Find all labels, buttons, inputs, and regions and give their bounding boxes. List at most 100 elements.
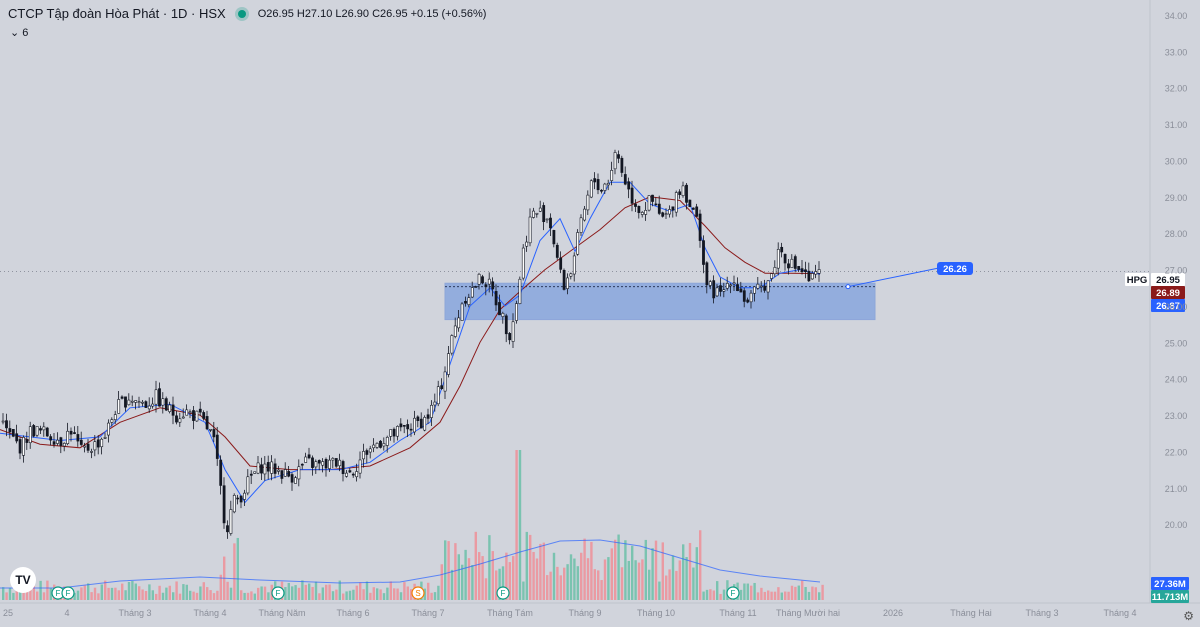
event-circle (61, 586, 75, 600)
volume-bar (365, 581, 369, 600)
volume-bar (284, 587, 287, 600)
candle-body (382, 443, 386, 447)
volume-bar (525, 531, 528, 600)
candle-body (477, 273, 481, 285)
volume-bar (491, 551, 494, 600)
candle-body (229, 509, 233, 534)
chart-legend: CTCP Tập đoàn Hòa Phát · 1D · HSX O26.95… (8, 6, 486, 21)
candle-body (800, 268, 804, 273)
candle-body (396, 426, 399, 437)
symbol-badge-text: HPG (1127, 275, 1148, 286)
event-marker: F (61, 586, 75, 600)
volume-bar (648, 569, 651, 600)
candle-body (52, 441, 56, 445)
volume-bar (362, 589, 365, 600)
volume-bar (172, 592, 175, 600)
volume-bar (141, 589, 144, 600)
candle-body (154, 389, 158, 405)
candle-body (627, 181, 631, 190)
x-tick-label: Tháng 11 (719, 608, 756, 618)
volume-bar (331, 591, 335, 600)
volume-bar (484, 578, 488, 600)
volume-bar (25, 587, 29, 600)
volume-bar (36, 591, 39, 600)
candle-body (368, 448, 372, 453)
candle-body (810, 273, 814, 280)
volume-bar (597, 570, 600, 600)
volume-bar (216, 590, 219, 600)
volume-bar (348, 590, 352, 600)
volume-bar (379, 589, 382, 600)
volume-bar (39, 580, 42, 600)
candle-body (708, 281, 712, 286)
ma-fast-badge-text: 26.87 (1156, 301, 1180, 312)
target-badge-bg (937, 262, 973, 275)
candle-body (668, 209, 671, 215)
x-tick-label: 25 (3, 608, 13, 618)
candle-body (130, 400, 134, 403)
candle-body (311, 457, 314, 468)
candle-body (127, 399, 131, 406)
candle-body (759, 285, 763, 288)
gear-icon[interactable]: ⚙ (1183, 609, 1194, 623)
volume-bar (580, 552, 583, 600)
volume-bar (100, 584, 103, 600)
volume-bar (535, 558, 539, 600)
candle-body (419, 418, 423, 429)
indicators-toggle[interactable]: ⌄ 6 (10, 26, 28, 39)
candle-body (559, 257, 563, 270)
volume-bar (97, 593, 100, 600)
volume-bar (505, 552, 508, 600)
volume-bar (665, 575, 668, 600)
volume-bar (546, 575, 549, 600)
candle-body (681, 185, 685, 196)
volume-bar (87, 583, 90, 600)
candle-body (147, 405, 151, 410)
volume-bar (532, 551, 535, 600)
volume-bar (155, 593, 158, 600)
volume-bar (138, 586, 141, 600)
candle-body (647, 195, 651, 211)
candle-body (372, 444, 376, 449)
candle-body (440, 385, 444, 390)
candle-body (158, 388, 161, 407)
candle-body (498, 302, 501, 316)
volume-bar (253, 593, 256, 600)
candle-body (226, 525, 229, 533)
tradingview-logo-icon[interactable]: TV (10, 567, 36, 593)
volume-bar (797, 585, 800, 600)
volume-bar (814, 587, 817, 600)
volume-bar (464, 549, 467, 600)
volume-bar (314, 581, 318, 600)
volume-bar (498, 568, 501, 600)
candle-body (246, 476, 250, 494)
volume-bar (559, 575, 562, 600)
candle-body (209, 428, 212, 431)
candle-body (453, 325, 457, 337)
candle-body (603, 183, 607, 191)
volume-bar (297, 587, 301, 600)
volume-bar (709, 589, 712, 600)
volume-bar (444, 540, 447, 600)
y-tick-label: 31.00 (1165, 120, 1188, 130)
x-tick-label: Tháng Tám (487, 608, 533, 618)
volume-bar (260, 586, 263, 600)
candle-body (39, 428, 42, 431)
volume-bar (321, 587, 324, 600)
volume-bar (294, 585, 297, 600)
volume-bar (787, 591, 790, 600)
ma-slow-line (0, 196, 821, 471)
candle-body (277, 469, 280, 472)
candle-body (328, 459, 331, 469)
volume-bar (304, 584, 307, 600)
candle-body (504, 315, 508, 335)
candle-body (409, 428, 413, 431)
symbol-badge-bg (1125, 273, 1149, 286)
volume-bar (406, 586, 409, 600)
y-tick-label: 26.00 (1165, 302, 1188, 312)
candle-body (314, 461, 318, 468)
candle-body (474, 286, 478, 288)
volume-ma-badge-text: 27.36M (1154, 579, 1186, 590)
volume-bar (515, 450, 518, 600)
